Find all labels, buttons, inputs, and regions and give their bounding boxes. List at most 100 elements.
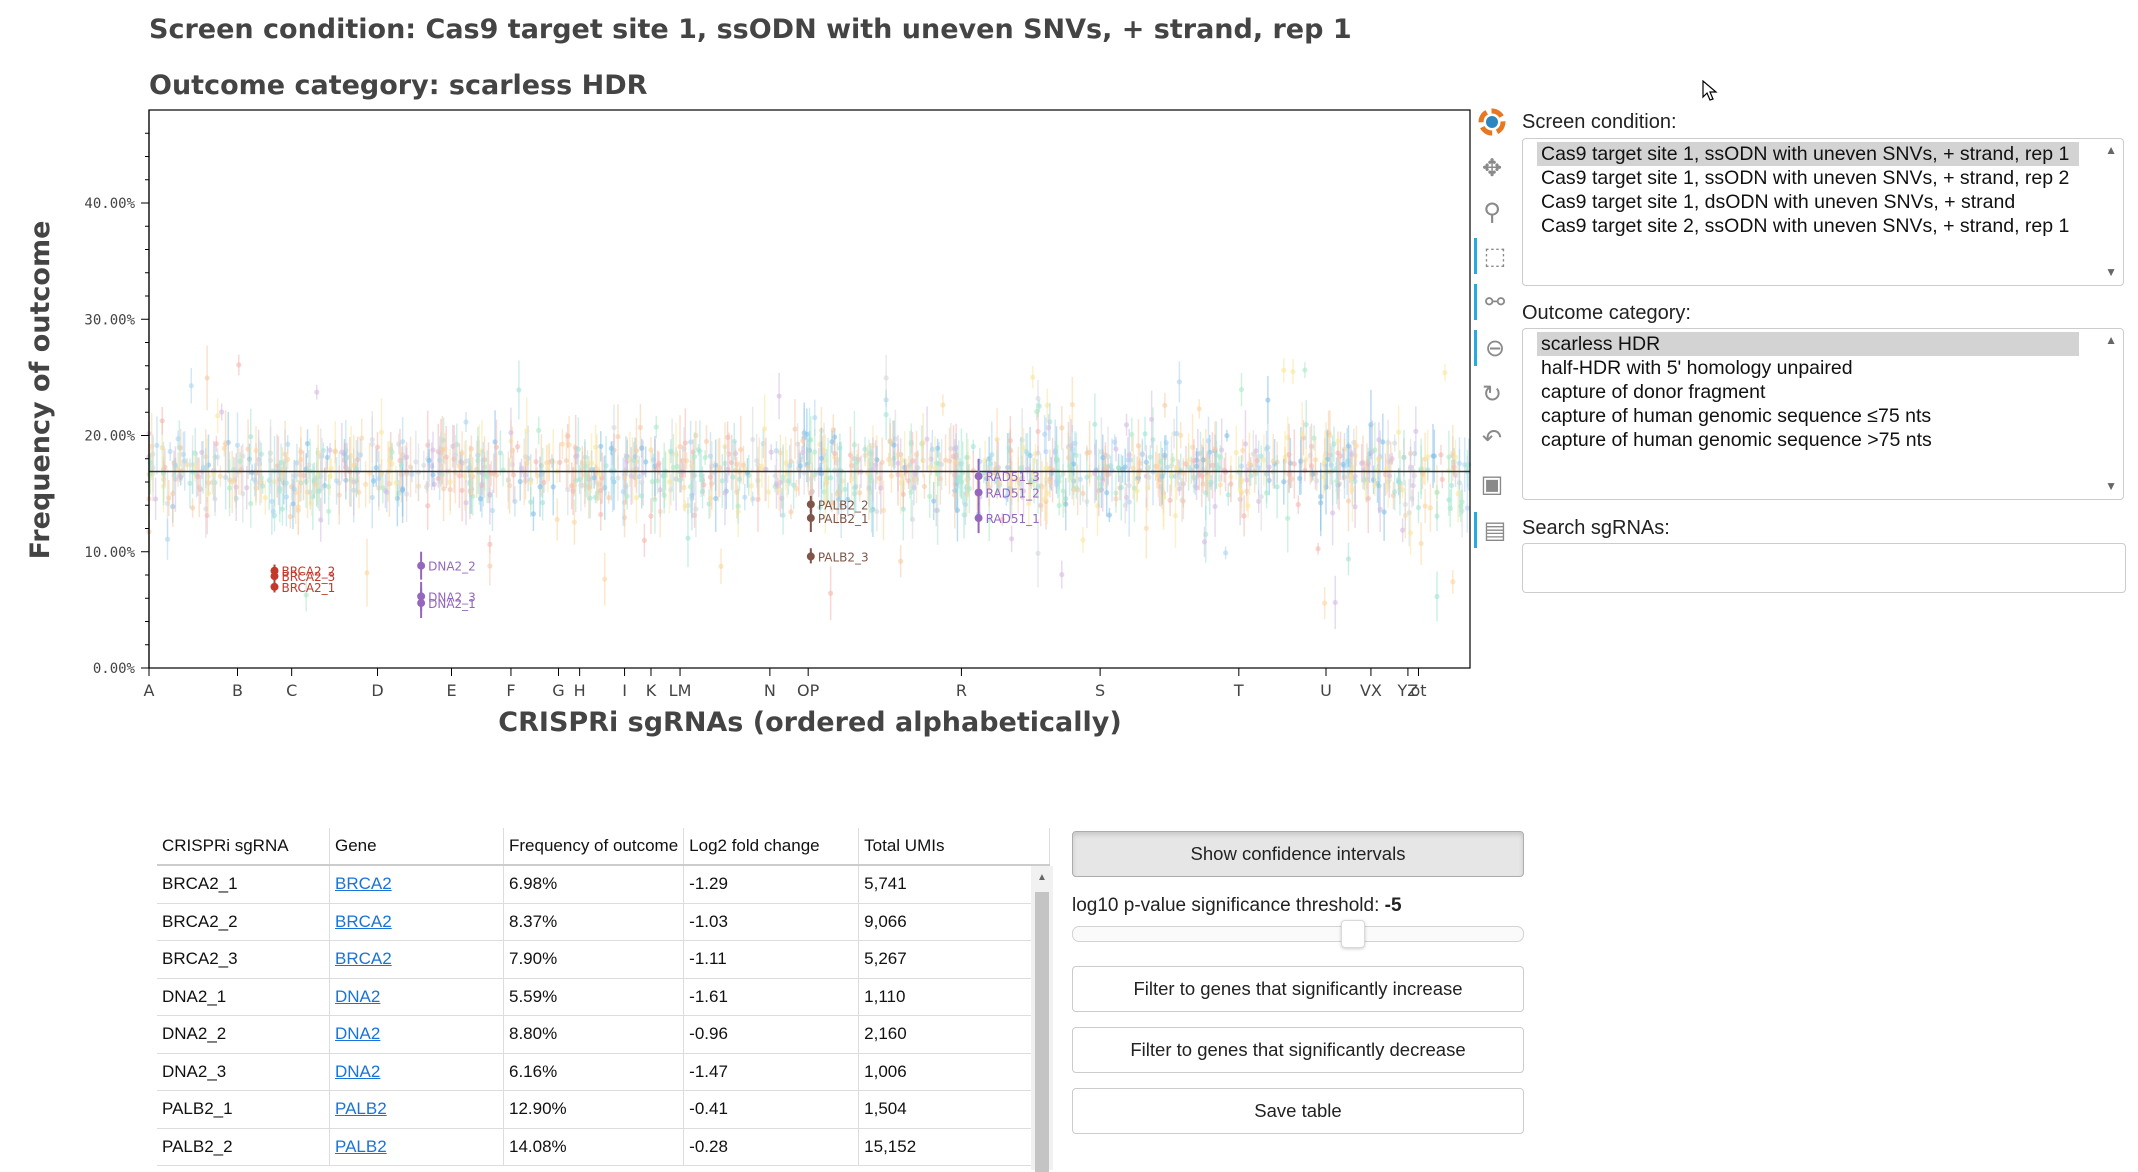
scroll-up-icon[interactable]: ▲	[2105, 333, 2117, 347]
bokeh-logo-icon[interactable]	[1474, 104, 1510, 140]
guide-point[interactable]	[974, 472, 983, 481]
scroll-down-icon[interactable]: ▼	[2105, 479, 2117, 493]
reset-icon[interactable]: ↻	[1481, 380, 1503, 408]
table-row[interactable]: DNA2_3 DNA2 6.16% -1.47 1,006	[157, 1053, 1051, 1091]
gene-link[interactable]: BRCA2	[335, 911, 392, 931]
filter-increase-button[interactable]: Filter to genes that significantly incre…	[1072, 966, 1524, 1012]
background-point	[707, 496, 714, 502]
background-point	[693, 506, 699, 512]
table-scrollbar[interactable]: ▲	[1031, 866, 1053, 1172]
column-header[interactable]: Frequency of outcome	[503, 828, 685, 866]
guide-point[interactable]	[417, 592, 426, 601]
background-point	[1348, 451, 1354, 457]
background-point	[964, 454, 970, 461]
column-header[interactable]: Gene	[329, 828, 504, 866]
column-header[interactable]: Log2 fold change	[683, 828, 860, 866]
outcome-category-option[interactable]: capture of donor fragment	[1541, 381, 1766, 403]
background-point	[1400, 527, 1406, 533]
background-point	[929, 446, 935, 452]
gene-link[interactable]: DNA2	[335, 1024, 381, 1044]
column-header[interactable]: CRISPRi sgRNA	[157, 828, 330, 866]
background-point	[792, 426, 798, 432]
background-point	[639, 493, 645, 499]
outcome-category-option[interactable]: scarless HDR	[1537, 332, 2079, 356]
outcome-category-option[interactable]: capture of human genomic sequence ≤75 nt…	[1541, 405, 1932, 427]
gene-link[interactable]: PALB2	[335, 1136, 387, 1156]
background-point	[895, 460, 901, 466]
background-point	[1302, 367, 1308, 373]
hover-icon[interactable]: ▤	[1474, 512, 1513, 548]
gene-link[interactable]: PALB2	[335, 1099, 387, 1119]
screen-condition-option[interactable]: Cas9 target site 1, ssODN with uneven SN…	[1541, 167, 2070, 189]
gene-link[interactable]: DNA2	[335, 1061, 381, 1081]
outcome-category-option[interactable]: half-HDR with 5' homology unpaired	[1541, 357, 1853, 379]
zoom-out-icon[interactable]: ⊖	[1474, 330, 1513, 366]
table-row[interactable]: PALB2_1 PALB2 12.90% -0.41 1,504	[157, 1090, 1051, 1129]
table-row[interactable]: BRCA2_3 BRCA2 7.90% -1.11 5,267	[157, 940, 1051, 979]
zoom-in-icon[interactable]: ⚯	[1474, 284, 1513, 320]
scroll-up-icon[interactable]: ▲	[2105, 143, 2117, 157]
gene-link[interactable]: BRCA2	[335, 874, 392, 894]
background-point	[615, 434, 621, 440]
background-point	[697, 448, 703, 454]
table-row[interactable]: PALB2_2 PALB2 14.08% -0.28 15,152	[157, 1128, 1051, 1166]
save-table-button[interactable]: Save table	[1072, 1088, 1524, 1134]
guide-point[interactable]	[270, 582, 279, 591]
scroll-up-icon[interactable]: ▲	[1037, 872, 1047, 883]
guide-point[interactable]	[974, 488, 983, 497]
outcome-category-option[interactable]: capture of human genomic sequence >75 nt…	[1541, 429, 1932, 451]
background-point	[935, 445, 941, 451]
guide-point[interactable]	[806, 500, 815, 509]
threshold-slider[interactable]	[1072, 926, 1524, 942]
background-point	[920, 440, 926, 446]
guide-point[interactable]	[974, 514, 983, 523]
table-row[interactable]: DNA2_1 DNA2 5.59% -1.61 1,110	[157, 978, 1051, 1016]
scrollbar-thumb[interactable]	[1035, 892, 1049, 1172]
background-point	[440, 486, 447, 492]
background-point	[966, 486, 972, 492]
table-row[interactable]: DNA2_2 DNA2 8.80% -0.96 2,160	[157, 1015, 1051, 1054]
background-point	[1042, 496, 1048, 502]
background-point	[606, 494, 612, 501]
background-point	[1060, 488, 1066, 494]
screen-condition-option[interactable]: Cas9 target site 2, ssODN with uneven SN…	[1541, 215, 2070, 237]
pan-icon[interactable]: ✥	[1481, 154, 1503, 182]
search-input[interactable]	[1522, 543, 2126, 593]
background-point	[1158, 459, 1164, 465]
threshold-slider-handle[interactable]	[1341, 920, 1365, 948]
background-point	[633, 495, 640, 501]
undo-icon[interactable]: ↶	[1481, 424, 1503, 452]
filter-decrease-button[interactable]: Filter to genes that significantly decre…	[1072, 1027, 1524, 1073]
table-row[interactable]: BRCA2_2 BRCA2 8.37% -1.03 9,066	[157, 903, 1051, 941]
log2fc-cell: -0.96	[683, 1015, 860, 1054]
column-header[interactable]: Total UMIs	[858, 828, 1051, 866]
screen-condition-option[interactable]: Cas9 target site 1, ssODN with uneven SN…	[1537, 142, 2079, 166]
guide-point[interactable]	[417, 561, 426, 570]
guide-point[interactable]	[806, 552, 815, 561]
background-point	[1380, 439, 1386, 445]
background-point	[1402, 501, 1408, 508]
guide-point[interactable]	[270, 572, 279, 581]
background-point	[1142, 431, 1148, 437]
background-point	[1042, 431, 1048, 437]
gene-link[interactable]: BRCA2	[335, 949, 392, 969]
box-zoom-icon[interactable]: ⬚	[1474, 238, 1513, 274]
guide-point[interactable]	[806, 514, 815, 523]
screen-condition-option[interactable]: Cas9 target site 1, dsODN with uneven SN…	[1541, 191, 2016, 213]
background-point	[524, 428, 530, 434]
screen-condition-select[interactable]: Cas9 target site 1, ssODN with uneven SN…	[1522, 138, 2124, 286]
table-row[interactable]: BRCA2_1 BRCA2 6.98% -1.29 5,741	[157, 865, 1051, 904]
background-point	[1450, 579, 1456, 585]
guide-label: BRCA2_3	[281, 570, 335, 584]
background-point	[822, 499, 828, 506]
background-point	[583, 476, 589, 482]
save-icon[interactable]: ▣	[1480, 470, 1504, 498]
scroll-down-icon[interactable]: ▼	[2105, 265, 2117, 279]
wheel-zoom-icon[interactable]: ⚲	[1483, 198, 1501, 226]
outcome-category-select[interactable]: scarless HDR half-HDR with 5' homology u…	[1522, 328, 2124, 500]
gene-link[interactable]: DNA2	[335, 986, 381, 1006]
show-confidence-intervals-button[interactable]: Show confidence intervals	[1072, 831, 1524, 877]
x-axis-label: CRISPRi sgRNAs (ordered alphabetically)	[498, 707, 1121, 738]
